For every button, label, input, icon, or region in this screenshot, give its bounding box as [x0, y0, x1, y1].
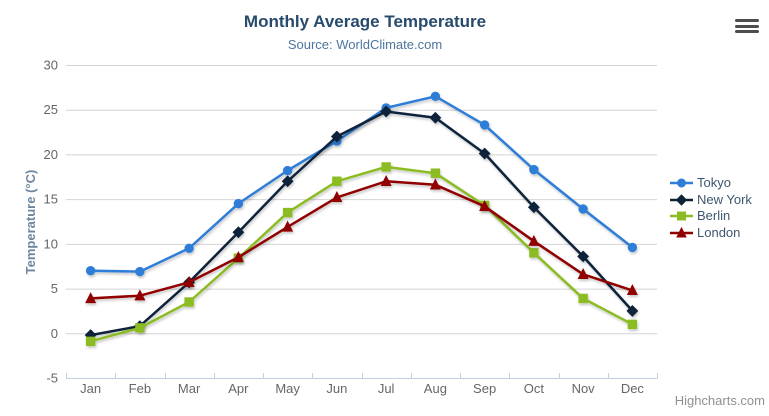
series-line-tokyo[interactable] [89, 95, 634, 273]
marker-tokyo[interactable] [135, 266, 145, 277]
legend-triangle-icon [670, 226, 693, 238]
marker-london[interactable] [331, 191, 343, 203]
credits-link[interactable]: Highcharts.com [674, 393, 765, 408]
x-axis-label: Jan [80, 381, 101, 396]
y-axis-label: 30 [44, 58, 58, 73]
marker-tokyo[interactable] [479, 120, 490, 130]
y-axis-label: 0 [51, 326, 58, 341]
x-axis-label: Dec [621, 381, 645, 396]
y-axis-label: 20 [44, 147, 58, 162]
marker-london[interactable] [429, 178, 441, 190]
marker-berlin[interactable] [184, 297, 194, 307]
marker-berlin[interactable] [85, 336, 96, 347]
series-line-london[interactable] [89, 180, 634, 300]
marker-berlin[interactable] [578, 293, 588, 304]
legend-item-berlin[interactable]: Berlin [670, 208, 752, 225]
series-new-york [84, 105, 639, 341]
marker-london[interactable] [528, 234, 540, 246]
x-axis-label: Jun [326, 381, 347, 396]
marker-berlin[interactable] [627, 319, 638, 330]
marker-tokyo[interactable] [578, 204, 588, 214]
marker-berlin[interactable] [430, 168, 441, 178]
marker-new-york[interactable] [232, 226, 245, 239]
marker-new-york[interactable] [429, 111, 442, 124]
legend-diamond-icon [670, 194, 693, 206]
marker-berlin[interactable] [135, 323, 145, 333]
marker-tokyo[interactable] [282, 165, 293, 176]
marker-london[interactable] [282, 220, 294, 232]
marker-berlin[interactable] [529, 248, 539, 258]
hamburger-icon [735, 30, 759, 33]
series-london [85, 174, 638, 304]
marker-london[interactable] [85, 292, 97, 304]
marker-tokyo[interactable] [233, 198, 244, 209]
chart-subtitle: Source: WorldClimate.com [287, 37, 443, 52]
marker-london[interactable] [134, 289, 146, 301]
export-menu-button[interactable] [735, 19, 759, 33]
marker-tokyo[interactable] [627, 242, 638, 253]
marker-london[interactable] [577, 267, 589, 279]
x-axis-label: Oct [524, 381, 545, 396]
series-berlin [85, 162, 638, 347]
y-axis-title: Temperature (°C) [23, 170, 38, 275]
legend-square-icon [670, 211, 693, 221]
marker-london[interactable] [380, 174, 392, 186]
marker-new-york[interactable] [626, 305, 639, 317]
series-line-new-york[interactable] [89, 110, 634, 337]
legend-label: New York [697, 191, 752, 207]
marker-berlin[interactable] [332, 176, 342, 186]
legend-item-new-york[interactable]: New York [670, 192, 752, 209]
legend-item-london[interactable]: London [670, 225, 752, 242]
series-tokyo [85, 91, 638, 277]
x-axis-label: Apr [228, 381, 249, 396]
marker-new-york[interactable] [577, 250, 590, 263]
x-axis-label: Jul [378, 381, 395, 396]
series-line-berlin[interactable] [89, 165, 634, 343]
legend-circle-icon [670, 178, 693, 188]
y-axis-label: 10 [44, 236, 58, 251]
marker-new-york[interactable] [478, 147, 491, 160]
x-axis-label: Nov [572, 381, 596, 396]
legend-label: Berlin [697, 208, 731, 223]
marker-new-york[interactable] [330, 130, 343, 143]
legend: Tokyo New York Berlin London [670, 175, 752, 241]
x-axis-label: May [275, 381, 300, 396]
marker-tokyo[interactable] [529, 164, 539, 175]
marker-london[interactable] [626, 284, 638, 296]
y-axis-label: 15 [44, 192, 58, 207]
chart-title: Monthly Average Temperature [243, 12, 487, 31]
hamburger-icon [735, 19, 759, 22]
x-axis-label: Feb [129, 381, 151, 396]
y-axis-label: -5 [46, 371, 58, 386]
marker-new-york[interactable] [527, 201, 540, 214]
x-axis-label: Aug [424, 381, 447, 396]
marker-london[interactable] [479, 199, 491, 211]
marker-berlin[interactable] [381, 162, 391, 172]
marker-tokyo[interactable] [85, 265, 96, 276]
marker-new-york[interactable] [281, 175, 294, 188]
y-axis-label: 25 [44, 102, 58, 117]
marker-london[interactable] [183, 275, 195, 288]
marker-tokyo[interactable] [184, 243, 194, 254]
x-axis-label: Mar [178, 381, 201, 396]
y-axis-label: 5 [51, 281, 58, 296]
legend-label: London [697, 224, 741, 240]
marker-tokyo[interactable] [430, 91, 441, 102]
x-axis-label: Sep [473, 381, 496, 396]
marker-berlin[interactable] [282, 207, 293, 218]
hamburger-icon [735, 24, 759, 28]
legend-label: Tokyo [697, 175, 731, 190]
marker-london[interactable] [232, 250, 244, 262]
marker-new-york[interactable] [380, 105, 393, 118]
legend-item-tokyo[interactable]: Tokyo [670, 175, 752, 192]
